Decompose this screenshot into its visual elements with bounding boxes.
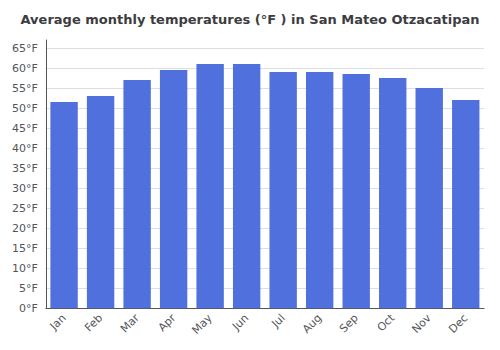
svg-text:Mar: Mar (118, 311, 142, 335)
svg-text:Apr: Apr (156, 311, 179, 334)
svg-text:15°F: 15°F (12, 242, 38, 255)
svg-text:Nov: Nov (409, 311, 434, 336)
svg-text:Dec: Dec (446, 312, 470, 336)
svg-text:50°F: 50°F (12, 102, 38, 115)
svg-text:30°F: 30°F (12, 182, 38, 195)
svg-text:10°F: 10°F (12, 262, 38, 275)
svg-text:45°F: 45°F (12, 122, 38, 135)
svg-text:55°F: 55°F (12, 82, 38, 95)
svg-text:5°F: 5°F (19, 282, 38, 295)
svg-text:May: May (189, 311, 215, 337)
svg-text:Sep: Sep (337, 312, 361, 336)
svg-text:0°F: 0°F (19, 302, 38, 315)
svg-text:35°F: 35°F (12, 162, 38, 175)
svg-text:Oct: Oct (375, 311, 398, 334)
svg-text:20°F: 20°F (12, 222, 38, 235)
svg-text:Jul: Jul (268, 312, 287, 331)
svg-text:Aug: Aug (300, 312, 324, 336)
svg-text:Jan: Jan (47, 312, 69, 334)
svg-text:Feb: Feb (82, 312, 105, 335)
svg-text:Average monthly temperatures (: Average monthly temperatures (°F ) in Sa… (21, 12, 480, 27)
svg-text:40°F: 40°F (12, 142, 38, 155)
svg-text:25°F: 25°F (12, 202, 38, 215)
svg-text:65°F: 65°F (12, 42, 38, 55)
svg-text:60°F: 60°F (12, 62, 38, 75)
svg-text:Jun: Jun (229, 312, 251, 334)
